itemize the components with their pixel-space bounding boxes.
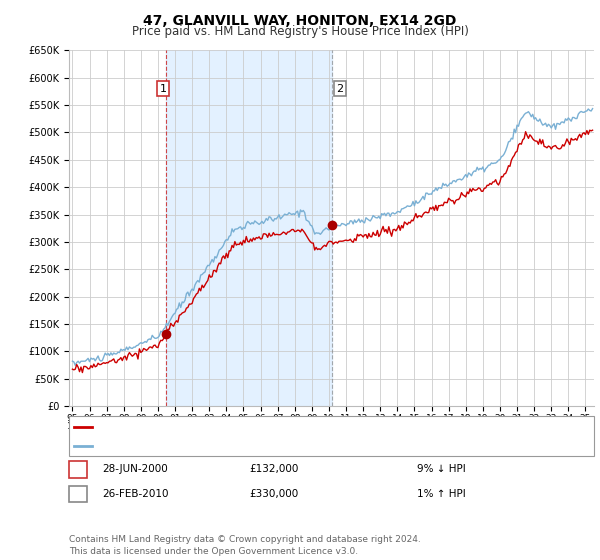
Text: 9% ↓ HPI: 9% ↓ HPI xyxy=(417,464,466,474)
Text: 26-FEB-2010: 26-FEB-2010 xyxy=(102,489,169,499)
Text: £330,000: £330,000 xyxy=(249,489,298,499)
Text: 1: 1 xyxy=(74,464,82,474)
Text: 2: 2 xyxy=(337,83,344,94)
Text: 1% ↑ HPI: 1% ↑ HPI xyxy=(417,489,466,499)
Text: 2: 2 xyxy=(74,489,82,499)
Bar xyxy=(166,50,332,406)
Text: 28-JUN-2000: 28-JUN-2000 xyxy=(102,464,168,474)
Text: Contains HM Land Registry data © Crown copyright and database right 2024.
This d: Contains HM Land Registry data © Crown c… xyxy=(69,535,421,556)
Text: Price paid vs. HM Land Registry's House Price Index (HPI): Price paid vs. HM Land Registry's House … xyxy=(131,25,469,38)
Text: £132,000: £132,000 xyxy=(249,464,298,474)
Text: 1: 1 xyxy=(160,83,166,94)
Text: 47, GLANVILL WAY, HONITON, EX14 2GD: 47, GLANVILL WAY, HONITON, EX14 2GD xyxy=(143,14,457,28)
Text: 47, GLANVILL WAY, HONITON, EX14 2GD (detached house): 47, GLANVILL WAY, HONITON, EX14 2GD (det… xyxy=(96,422,383,432)
Text: HPI: Average price, detached house, East Devon: HPI: Average price, detached house, East… xyxy=(96,441,332,451)
